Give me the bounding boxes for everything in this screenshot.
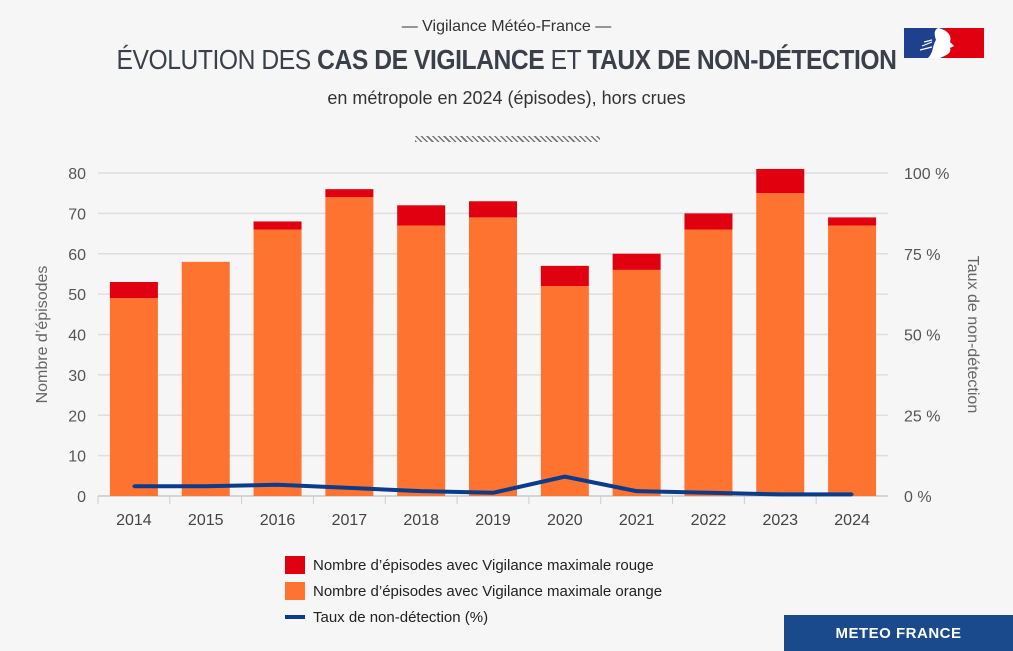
line-point — [850, 492, 854, 496]
y-tick-label: 30 — [68, 368, 86, 385]
bar-rouge — [253, 221, 302, 230]
y-tick-label: 20 — [68, 408, 86, 425]
x-tick-label: 2016 — [260, 512, 296, 529]
legend-label: Nombre d’épisodes avec Vigilance maximal… — [313, 582, 663, 600]
y-tick-label: 40 — [68, 328, 86, 345]
line-point — [635, 489, 639, 493]
legend: Nombre d’épisodes avec Vigilance maximal… — [285, 552, 662, 630]
line-point — [419, 489, 423, 493]
y2-tick-label: 50 % — [904, 328, 940, 345]
line-point — [563, 475, 567, 479]
y-tick-label: 80 — [68, 166, 86, 183]
y2-tick-label: 75 % — [904, 247, 940, 264]
y-tick-label: 60 — [68, 247, 86, 264]
bar-rouge — [756, 168, 805, 194]
hatched-divider — [415, 136, 600, 142]
bar-orange — [397, 225, 446, 497]
y-tick-label: 70 — [68, 206, 86, 223]
x-tick-label: 2018 — [403, 512, 439, 529]
bar-orange — [181, 261, 230, 496]
bar-rouge — [325, 189, 374, 198]
bar-rouge — [540, 265, 589, 287]
y2-axis-title: Taux de non-détection — [964, 256, 981, 413]
bar-orange — [684, 229, 733, 496]
chart-subtitle: en métropole en 2024 (épisodes), hors cr… — [327, 88, 686, 108]
y2-tick-label: 100 % — [904, 166, 949, 183]
y-tick-label: 50 — [68, 287, 86, 304]
y-tick-label: 0 — [77, 489, 86, 506]
legend-item-orange: Nombre d’épisodes avec Vigilance maximal… — [285, 578, 662, 604]
line-point — [276, 483, 280, 487]
bar-orange — [756, 193, 805, 496]
legend-label: Nombre d’épisodes avec Vigilance maximal… — [313, 556, 654, 574]
chart-title: ÉVOLUTION DES CAS DE VIGILANCE ET TAUX D… — [116, 44, 897, 75]
line-point — [347, 486, 351, 490]
x-tick-label: 2019 — [475, 512, 511, 529]
legend-swatch-line — [285, 615, 305, 619]
x-tick-label: 2015 — [188, 512, 224, 529]
bar-rouge — [469, 201, 517, 218]
y-axis-title: Nombre d’épisodes — [34, 266, 51, 404]
line-point — [132, 484, 136, 488]
bar-rouge — [397, 205, 446, 226]
y-tick-label: 10 — [68, 449, 86, 466]
x-tick-label: 2017 — [332, 512, 368, 529]
line-point — [706, 491, 710, 495]
legend-swatch-orange — [285, 582, 305, 600]
y2-tick-label: 0 % — [904, 489, 932, 506]
legend-item-rouge: Nombre d’épisodes avec Vigilance maximal… — [285, 552, 662, 578]
brand-label: METEO FRANCE — [784, 615, 1013, 651]
bar-orange — [325, 197, 374, 496]
bar-rouge — [828, 217, 877, 226]
bar-orange — [612, 269, 661, 496]
bar-orange — [828, 225, 877, 497]
bar-rouge — [684, 213, 733, 230]
bar-orange — [253, 229, 302, 496]
x-tick-label: 2021 — [619, 512, 655, 529]
chart-kicker: — Vigilance Météo-France — — [401, 18, 612, 35]
legend-swatch-rouge — [285, 556, 305, 574]
bar-orange — [540, 286, 589, 496]
legend-label: Taux de non-détection (%) — [313, 608, 489, 626]
x-tick-label: 2024 — [834, 512, 870, 529]
x-tick-label: 2023 — [762, 512, 798, 529]
line-point — [491, 491, 495, 495]
x-tick-label: 2014 — [116, 512, 152, 529]
y2-tick-label: 25 % — [904, 408, 940, 425]
x-tick-label: 2022 — [691, 512, 727, 529]
line-point — [778, 492, 782, 496]
bar-orange — [109, 298, 158, 496]
x-tick-label: 2020 — [547, 512, 583, 529]
bar-rouge — [612, 253, 661, 270]
bar-orange — [469, 217, 517, 496]
republique-francaise-logo — [904, 28, 984, 58]
line-point — [204, 484, 208, 488]
bar-rouge — [109, 282, 158, 299]
legend-item-taux: Taux de non-détection (%) — [285, 604, 662, 630]
